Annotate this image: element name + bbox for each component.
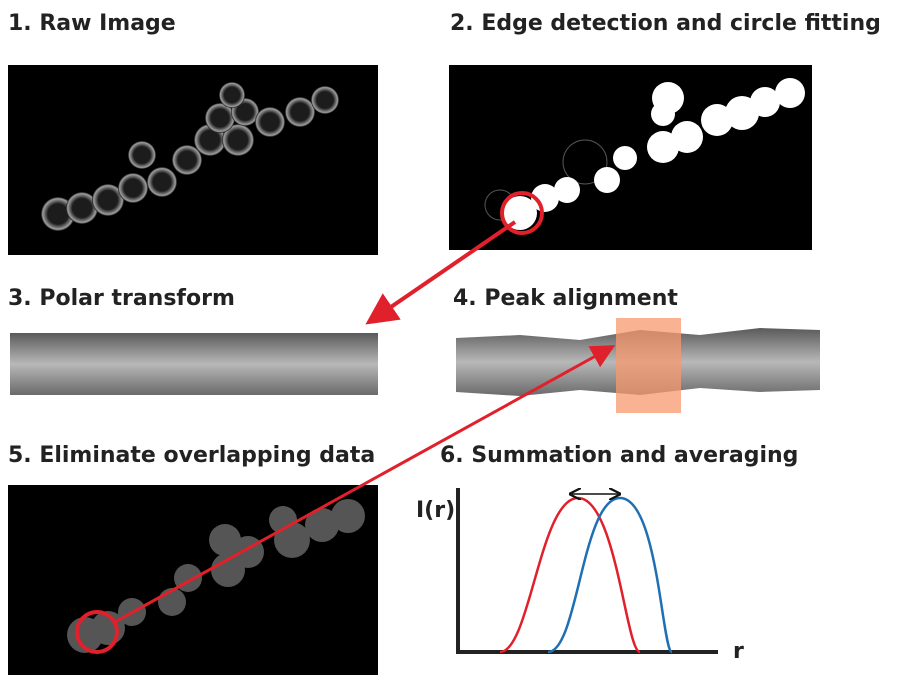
panel-title: 3. Polar transform xyxy=(8,286,235,311)
arrow xyxy=(114,345,616,624)
aligned-strip xyxy=(456,318,820,413)
raw-image xyxy=(8,65,378,255)
panel-title: 6. Summation and averaging xyxy=(440,443,798,468)
panel-title: 2. Edge detection and circle fitting xyxy=(450,11,881,36)
polar-strip xyxy=(10,333,378,395)
profile-plot xyxy=(456,488,718,654)
axis-label: I(r) xyxy=(416,498,455,523)
panel-title: 4. Peak alignment xyxy=(453,286,678,311)
arrow xyxy=(365,220,517,325)
axis-label: r xyxy=(733,639,744,664)
edge-image xyxy=(449,65,812,250)
panel-title: 1. Raw Image xyxy=(8,11,176,36)
panel-title: 5. Eliminate overlapping data xyxy=(8,443,375,468)
